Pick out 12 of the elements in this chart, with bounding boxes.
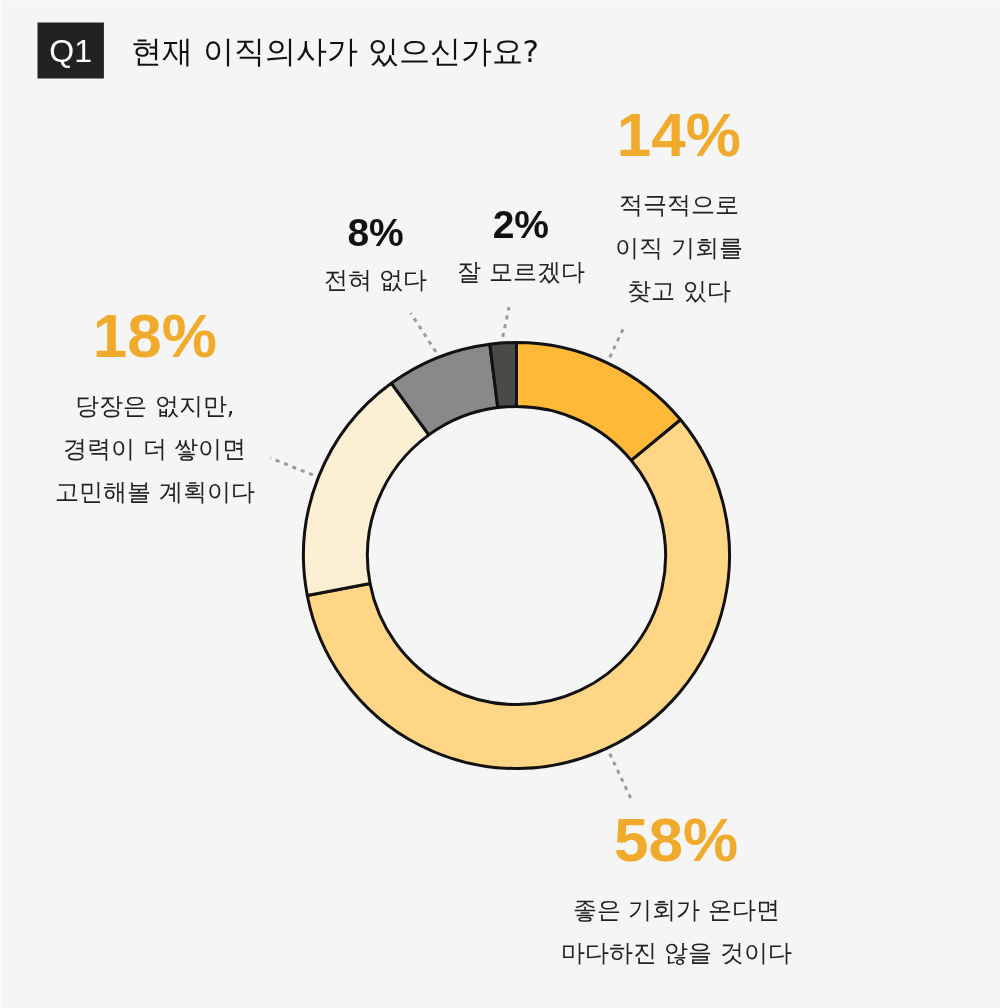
text: Q1 [49, 32, 93, 69]
data-label: 8% [347, 210, 404, 254]
chart-title: 현재 이직의사가 있으신가요? [130, 32, 540, 69]
slice-label: 전혀 없다 [323, 265, 428, 294]
slice-label: 좋은 기회가 온다면 마다하진 않을 것이다 [560, 896, 792, 968]
data-label: 2% [492, 202, 549, 246]
data-label: 18% [92, 301, 217, 371]
data-label: 58% [614, 805, 739, 875]
data-label: 14% [616, 99, 741, 169]
slice-label: 당장은 없지만, 경력이 더 쌓이면 고민해볼 계획이다 [55, 392, 255, 507]
slice-label: 잘 모르겠다 [456, 257, 585, 286]
slice-label: 적극적으로 이직 기회를 찾고 있다 [614, 190, 743, 305]
